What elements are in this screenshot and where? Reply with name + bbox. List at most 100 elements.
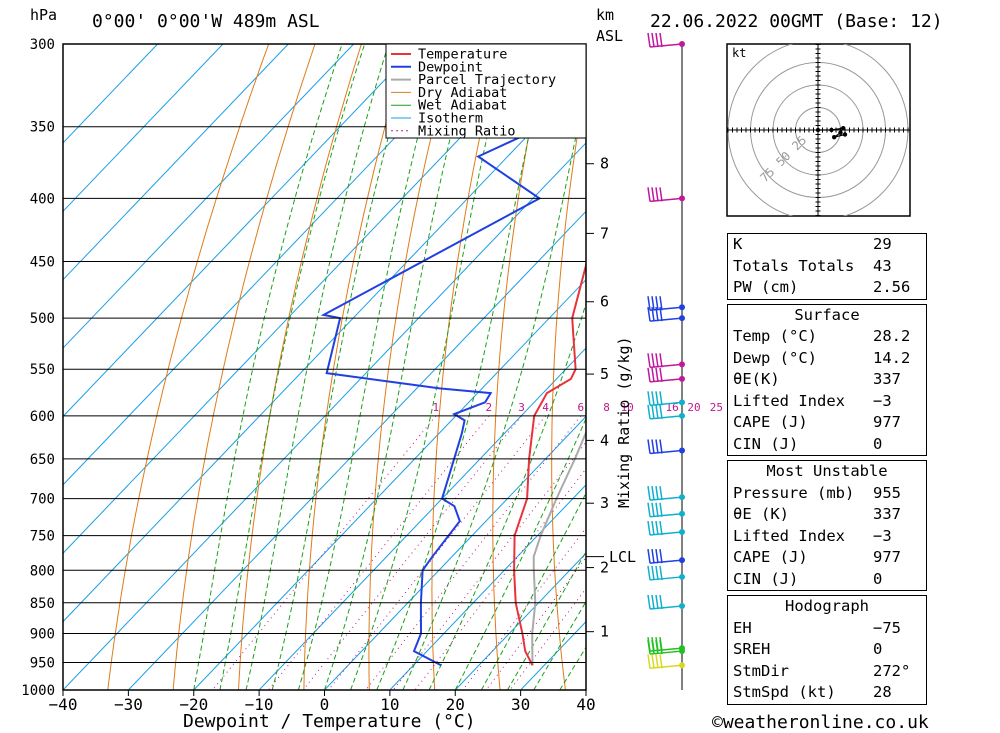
km-tick-label: 7 xyxy=(600,224,609,242)
mixing-ratio-label: 3 xyxy=(518,401,525,414)
mu-row: Pressure (mb) 955 xyxy=(727,482,927,504)
surface-value: 14.2 xyxy=(873,348,911,367)
dry-adiabat-line xyxy=(431,44,501,690)
dry-adiabat-line xyxy=(238,44,362,690)
wind-barb xyxy=(647,439,685,455)
surface-value: −3 xyxy=(873,391,892,410)
legend-box xyxy=(385,43,587,139)
isotherm-line xyxy=(258,347,586,690)
km-tick-label: 3 xyxy=(600,494,609,512)
index-label: K xyxy=(733,235,743,253)
wind-barb xyxy=(647,565,685,581)
wind-barb xyxy=(647,306,685,322)
km-tick-label: 1 xyxy=(600,623,609,641)
x-tick-label: −40 xyxy=(49,695,78,714)
most-unstable-title: Most Unstable xyxy=(727,461,927,483)
dry-adiabat-line xyxy=(917,44,1000,690)
dry-adiabat-line xyxy=(172,44,316,690)
hodograph-point xyxy=(829,127,834,133)
surface-label: CAPE (J) xyxy=(733,413,808,431)
pressure-label: 600 xyxy=(30,409,55,425)
isotherm-line xyxy=(63,44,289,281)
mu-value: 977 xyxy=(873,548,901,566)
index-value: 29 xyxy=(873,235,892,253)
x-tick-label: 20 xyxy=(446,695,465,714)
x-tick-label: 0 xyxy=(320,695,330,714)
isotherm-line xyxy=(63,44,355,349)
x-axis-title: Dewpoint / Temperature (°C) xyxy=(183,711,476,732)
hodo-label: StmSpd (kt) xyxy=(733,683,836,701)
hodo-label: EH xyxy=(733,618,752,637)
surface-label: Temp (°C) xyxy=(733,327,817,345)
surface-label: θE(K) xyxy=(733,370,780,388)
pressure-label: 1000 xyxy=(21,683,55,699)
index-row: Totals Totals 43 xyxy=(727,255,927,277)
isotherm-line xyxy=(193,278,586,690)
x-tick-label: 30 xyxy=(511,695,530,714)
mixing-ratio-axis-title: Mixing Ratio (g/kg) xyxy=(615,336,633,508)
index-row: K 29 xyxy=(727,234,927,256)
km-tick-label: 4 xyxy=(600,431,609,449)
km-tick-label: 5 xyxy=(600,365,609,383)
pressure-label: 350 xyxy=(30,120,55,136)
legend-entry: Wet Adiabat xyxy=(418,98,507,114)
hodo-row: SREH 0 xyxy=(727,639,927,661)
pressure-label: 700 xyxy=(30,492,55,508)
pressure-label: 800 xyxy=(30,563,55,579)
mu-row: CIN (J) 0 xyxy=(727,568,927,590)
index-row: PW (cm) 2.56 xyxy=(727,277,927,299)
wind-barb xyxy=(647,485,685,501)
legend-entry: Mixing Ratio xyxy=(418,123,516,139)
pressure-label: 400 xyxy=(30,191,55,207)
isotherm-line xyxy=(63,44,158,144)
surface-label: CIN (J) xyxy=(733,434,799,453)
mu-value: −3 xyxy=(873,526,892,545)
surface-group: Surface Temp (°C) 28.2 Dewp (°C) 14.2 θE(K) 3… xyxy=(727,303,927,456)
mu-value: 337 xyxy=(873,505,901,523)
hodograph-point xyxy=(842,132,848,137)
surface-value: 977 xyxy=(873,413,901,431)
mixing-ratio-label: 2 xyxy=(485,401,492,414)
mixing-ratio-label: 1 xyxy=(432,401,439,414)
hodo-row: StmDir 272° xyxy=(727,660,927,682)
index-value: 43 xyxy=(873,256,892,275)
hpa-label: hPa xyxy=(30,6,57,24)
hodo-label: StmDir xyxy=(733,661,789,680)
km-tick-label: 8 xyxy=(600,155,609,173)
pressure-label: 850 xyxy=(30,596,55,612)
mixing-ratio-line xyxy=(328,415,546,690)
wind-barb xyxy=(647,639,685,655)
credit-link[interactable]: ©weatheronline.co.uk xyxy=(712,712,929,733)
surface-row: Lifted Index −3 xyxy=(727,390,927,412)
mixing-ratio-label: 20 xyxy=(687,401,700,414)
asl-label: ASL xyxy=(596,27,623,45)
pressure-label: 550 xyxy=(30,362,55,378)
mu-label: θE (K) xyxy=(733,505,789,523)
hodo-value: −75 xyxy=(873,618,901,637)
mu-value: 0 xyxy=(873,569,883,588)
x-tick-label: −30 xyxy=(114,695,143,714)
hodo-label: SREH xyxy=(733,640,771,658)
location-title: 0°00' 0°00'W 489m ASL xyxy=(92,11,320,32)
isotherm-line xyxy=(389,484,586,690)
surface-value: 337 xyxy=(873,370,901,388)
mixing-ratio-label: 10 xyxy=(621,401,634,414)
wind-barb xyxy=(647,594,685,610)
wind-barb xyxy=(647,404,685,420)
isotherm-line xyxy=(63,44,420,418)
mu-row: Lifted Index −3 xyxy=(727,525,927,547)
wet-adiabat-line xyxy=(507,550,586,690)
isotherm-line xyxy=(63,73,586,623)
isotherm-line xyxy=(63,44,485,486)
hodograph-stats-title: Hodograph xyxy=(727,596,927,618)
mixing-ratio-label: 6 xyxy=(577,401,584,414)
legend-entry: Parcel Trajectory xyxy=(418,72,556,88)
pressure-label: 300 xyxy=(30,37,55,53)
km-label: km xyxy=(596,6,614,24)
pressure-label: 450 xyxy=(30,255,55,271)
km-tick-label: 6 xyxy=(600,293,609,311)
wind-barb xyxy=(647,296,685,311)
isotherm-line xyxy=(324,415,586,690)
lcl-label: LCL xyxy=(609,548,636,566)
pressure-label: 750 xyxy=(30,529,55,545)
